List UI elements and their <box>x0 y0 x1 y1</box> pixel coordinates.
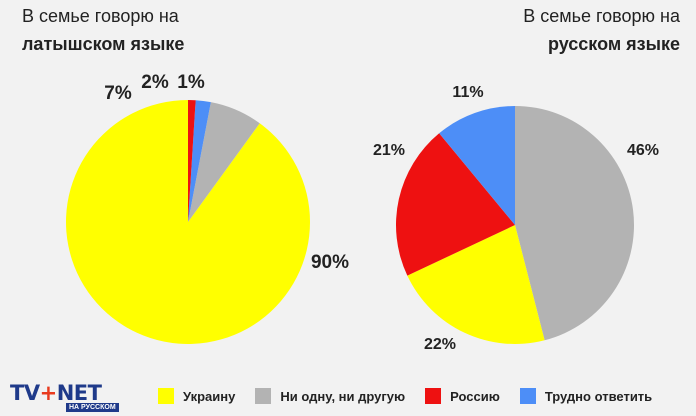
pie-slice <box>188 100 196 222</box>
pie-slice <box>407 225 545 344</box>
chart-title-plain: В семье говорю на <box>22 6 179 26</box>
chart-title-bold: русском языке <box>547 34 680 54</box>
slice-label: 46% <box>627 142 659 159</box>
legend-label: Ни одну, ни другую <box>280 388 406 404</box>
legend-label: Украину <box>183 388 236 404</box>
slice-label: 2% <box>141 72 169 93</box>
legend-swatch <box>255 388 272 404</box>
legend-label: Трудно ответить <box>544 388 653 404</box>
slice-label: 7% <box>104 83 132 104</box>
chart-title-bold: латышском языке <box>22 34 185 54</box>
pie-slice <box>439 106 515 225</box>
legend-item: Россию <box>425 388 500 404</box>
slice-label: 11% <box>452 84 483 101</box>
slice-label: 1% <box>177 72 205 93</box>
legend-item: Ни одну, ни другую <box>255 388 405 404</box>
legend-item: Украину <box>158 388 235 404</box>
chart-title-plain: В семье говорю на <box>523 6 680 26</box>
legend-swatch <box>519 388 536 404</box>
pie-slice <box>188 100 211 222</box>
logo-subtitle: НА РУССКОМ <box>66 403 119 412</box>
logo-wordmark: TV+NET <box>10 381 102 405</box>
legend-swatch <box>425 388 442 404</box>
slice-label: 21% <box>373 142 405 159</box>
chart-title-russian: В семье говорю на русском языке <box>440 2 680 58</box>
legend-swatch <box>158 388 174 404</box>
legend-label: Россию <box>450 388 500 404</box>
pie-slice <box>396 133 515 276</box>
tvnet-logo: TV+NET НА РУССКОМ <box>10 382 130 412</box>
pie-slice <box>515 106 634 341</box>
chart-title-latvian: В семье говорю на латышском языке <box>22 2 242 58</box>
legend-item: Трудно ответить <box>519 388 653 404</box>
pie-slice <box>188 102 260 222</box>
slice-label: 90% <box>311 252 349 273</box>
pie-slice <box>66 100 311 344</box>
slice-label: 22% <box>424 336 456 353</box>
chart-legend: Украину Ни одну, ни другую Россию Трудно от… <box>158 384 672 408</box>
